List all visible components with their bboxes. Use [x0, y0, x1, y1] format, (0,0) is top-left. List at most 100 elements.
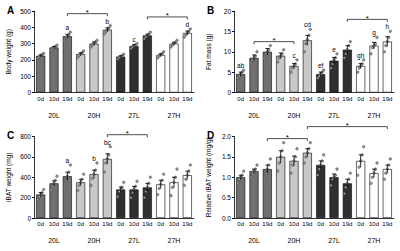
svg-text:Body weight (g): Body weight (g)	[5, 29, 13, 74]
svg-text:19d: 19d	[382, 96, 392, 102]
svg-text:ab: ab	[237, 62, 245, 69]
svg-text:10d: 10d	[249, 221, 259, 227]
svg-text:B: B	[207, 5, 214, 16]
svg-text:gh: gh	[357, 52, 365, 60]
svg-text:10d: 10d	[369, 221, 379, 227]
svg-text:20: 20	[224, 8, 232, 15]
svg-text:19d: 19d	[182, 221, 192, 227]
svg-text:0d: 0d	[357, 96, 364, 102]
svg-text:15: 15	[224, 28, 232, 35]
svg-text:27H: 27H	[368, 237, 381, 244]
svg-text:27L: 27L	[128, 237, 140, 244]
svg-text:27H: 27H	[368, 112, 381, 119]
svg-text:0d: 0d	[157, 96, 164, 102]
svg-text:D: D	[207, 130, 214, 141]
svg-text:1.0: 1.0	[222, 174, 231, 181]
svg-text:0d: 0d	[357, 221, 364, 227]
svg-text:27L: 27L	[128, 112, 140, 119]
svg-text:e: e	[332, 46, 336, 53]
svg-text:20H: 20H	[288, 112, 301, 119]
svg-text:0d: 0d	[317, 96, 324, 102]
svg-text:0d: 0d	[77, 96, 84, 102]
svg-text:0d: 0d	[37, 221, 44, 227]
svg-text:2.0: 2.0	[222, 133, 231, 140]
svg-text:20H: 20H	[88, 237, 101, 244]
svg-text:10d: 10d	[49, 96, 59, 102]
svg-text:0: 0	[27, 89, 31, 96]
svg-text:0.0: 0.0	[222, 215, 231, 222]
svg-text:10d: 10d	[169, 221, 179, 227]
svg-text:19d: 19d	[62, 221, 72, 227]
svg-text:d: d	[186, 21, 190, 28]
svg-text:400: 400	[20, 174, 31, 181]
svg-text:10d: 10d	[169, 96, 179, 102]
svg-text:*: *	[286, 133, 289, 142]
svg-text:19d: 19d	[302, 96, 312, 102]
svg-text:h: h	[386, 23, 390, 30]
svg-text:10d: 10d	[369, 96, 379, 102]
svg-text:*: *	[272, 36, 275, 45]
svg-text:c: c	[292, 52, 296, 59]
svg-text:Relative iBAT weight (mg/g): Relative iBAT weight (mg/g)	[205, 137, 213, 217]
svg-text:0d: 0d	[157, 221, 164, 227]
svg-text:10d: 10d	[249, 96, 259, 102]
svg-text:10d: 10d	[49, 221, 59, 227]
svg-text:5: 5	[227, 69, 231, 76]
svg-text:800: 800	[20, 133, 31, 140]
svg-text:a: a	[66, 157, 70, 164]
svg-text:0d: 0d	[117, 96, 124, 102]
svg-text:10d: 10d	[129, 221, 139, 227]
svg-text:a: a	[66, 24, 70, 31]
svg-text:19d: 19d	[262, 96, 272, 102]
svg-text:10d: 10d	[89, 221, 99, 227]
svg-text:bc: bc	[104, 139, 112, 146]
svg-text:200: 200	[20, 56, 31, 63]
svg-text:20H: 20H	[288, 237, 301, 244]
svg-text:20L: 20L	[48, 237, 60, 244]
svg-text:g: g	[372, 29, 376, 37]
svg-text:b: b	[92, 155, 96, 162]
svg-text:20L: 20L	[248, 112, 260, 119]
svg-text:0d: 0d	[237, 96, 244, 102]
svg-text:0d: 0d	[77, 221, 84, 227]
svg-text:19d: 19d	[382, 221, 392, 227]
svg-text:20H: 20H	[88, 112, 101, 119]
svg-text:19d: 19d	[262, 221, 272, 227]
svg-text:20L: 20L	[48, 112, 60, 119]
svg-text:27H: 27H	[168, 237, 181, 244]
svg-text:300: 300	[20, 40, 31, 47]
svg-text:0d: 0d	[277, 96, 284, 102]
svg-text:A: A	[7, 5, 14, 16]
svg-text:0d: 0d	[117, 221, 124, 227]
svg-text:10d: 10d	[329, 221, 339, 227]
svg-text:*: *	[346, 121, 349, 130]
svg-text:19d: 19d	[102, 96, 112, 102]
svg-text:cd: cd	[304, 21, 311, 28]
svg-text:19d: 19d	[142, 221, 152, 227]
svg-text:10d: 10d	[329, 96, 339, 102]
svg-text:10d: 10d	[89, 96, 99, 102]
svg-text:0d: 0d	[277, 221, 284, 227]
svg-text:19d: 19d	[62, 96, 72, 102]
svg-text:19d: 19d	[102, 221, 112, 227]
svg-text:27L: 27L	[328, 112, 340, 119]
svg-text:0d: 0d	[37, 96, 44, 102]
svg-text:0: 0	[227, 89, 231, 96]
svg-text:27L: 27L	[328, 237, 340, 244]
svg-text:10: 10	[224, 48, 232, 55]
svg-text:19d: 19d	[302, 221, 312, 227]
svg-text:ef: ef	[318, 62, 324, 69]
svg-text:*: *	[86, 8, 89, 17]
svg-text:*: *	[366, 14, 369, 23]
svg-text:10d: 10d	[289, 96, 299, 102]
svg-text:19d: 19d	[342, 221, 352, 227]
svg-text:19d: 19d	[142, 96, 152, 102]
svg-text:400: 400	[20, 24, 31, 31]
svg-text:27H: 27H	[168, 112, 181, 119]
svg-text:0.5: 0.5	[222, 194, 231, 201]
svg-text:10d: 10d	[289, 221, 299, 227]
svg-text:iBAT weight (mg): iBAT weight (mg)	[5, 153, 13, 202]
svg-text:c: c	[132, 36, 136, 43]
svg-text:C: C	[7, 130, 14, 141]
svg-text:*: *	[166, 11, 169, 20]
